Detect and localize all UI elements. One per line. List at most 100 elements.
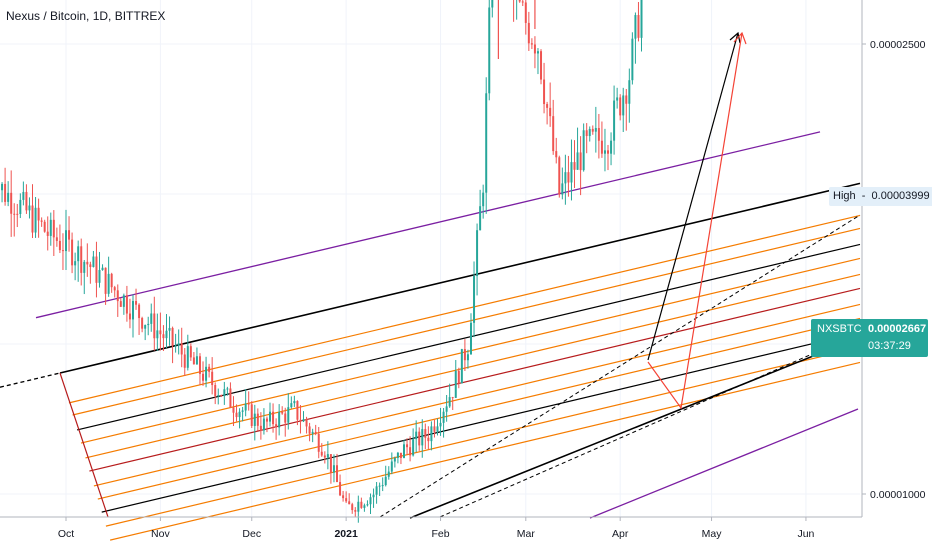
projection-arrow-up-head: [729, 31, 741, 44]
candle-body: [363, 505, 366, 508]
candle-body: [613, 100, 616, 141]
candle-body: [625, 95, 628, 104]
candle-body: [536, 51, 539, 54]
candle-body: [31, 205, 34, 233]
candle-body: [558, 157, 561, 195]
candle-body: [290, 403, 293, 408]
candle-body: [451, 397, 454, 399]
candle-body: [253, 413, 256, 426]
projection-arrow-alt: [647, 32, 743, 410]
candle-body: [68, 230, 71, 240]
candle-body: [128, 313, 131, 320]
candle-body: [518, 0, 521, 2]
candle-body: [634, 15, 637, 39]
candle-body: [250, 404, 253, 426]
last-price-symbol: NXSBTC: [817, 323, 862, 335]
candle-body: [174, 345, 177, 347]
candle-body: [616, 97, 619, 101]
candle-body: [573, 162, 576, 170]
projection-arrow-alt-head: [733, 31, 747, 45]
candle-body: [52, 219, 55, 238]
candle-body: [195, 356, 198, 365]
candle-body: [439, 422, 442, 427]
candle-body: [336, 465, 339, 482]
fan-inner-channel-line: [101, 331, 861, 513]
fan-inner-channel-line: [76, 243, 861, 431]
candle-body: [463, 349, 466, 361]
candle-body: [147, 323, 150, 326]
candle-body: [323, 455, 326, 458]
fan-line: [109, 361, 861, 541]
candle-body: [351, 504, 354, 511]
candle-body: [552, 116, 555, 152]
candle-body: [314, 431, 317, 434]
candle-body: [591, 128, 594, 132]
candle-body: [122, 295, 125, 307]
high-label-value: 0.00003999: [871, 190, 930, 202]
candle-body: [55, 237, 58, 241]
candle-body: [378, 485, 381, 487]
candle-body: [415, 431, 418, 440]
candle-body: [530, 43, 533, 45]
candle-body: [119, 301, 122, 307]
candle-body: [22, 191, 25, 200]
candle-body: [98, 270, 101, 283]
candle-body: [192, 357, 195, 365]
candle-body: [177, 343, 180, 346]
candle-body: [150, 313, 153, 324]
chart-title: Nexus / Bitcoin, 1D, BITTREX: [6, 9, 166, 23]
candle-body: [220, 395, 223, 397]
candle-body: [299, 419, 302, 422]
candle-body: [326, 454, 329, 458]
candle-body: [527, 22, 530, 44]
fan-line: [68, 214, 861, 404]
candle-body: [223, 389, 226, 397]
candle-body: [165, 330, 168, 339]
candle-body: [588, 128, 591, 137]
candle-body: [116, 290, 119, 302]
candle-body: [296, 401, 299, 420]
outer-upper-line: [35, 131, 821, 319]
candle-body: [311, 431, 314, 434]
high-label-separator: -: [858, 190, 869, 202]
candle-body: [278, 412, 281, 428]
candle-body: [284, 413, 287, 423]
median-line: [89, 287, 861, 472]
candle-body: [262, 418, 265, 431]
candle-body: [302, 419, 305, 422]
candle-body: [259, 425, 262, 431]
candle-body: [540, 51, 543, 80]
candle-body: [454, 370, 457, 398]
candle-body: [256, 413, 259, 426]
candle-body: [546, 104, 549, 108]
fan-line: [85, 273, 861, 459]
candle-body: [320, 451, 323, 456]
candle-body: [348, 501, 351, 505]
candle-body: [485, 93, 488, 193]
candle-body: [482, 192, 485, 207]
candle-body: [37, 207, 40, 221]
candle-body: [180, 343, 183, 355]
candle-body: [433, 426, 436, 432]
candle-body: [211, 371, 214, 386]
x-tick-label: May: [702, 528, 723, 540]
candle-body: [135, 301, 138, 305]
candle-body: [138, 304, 141, 319]
candle-body: [607, 150, 610, 154]
bar-countdown: 03:37:29: [868, 340, 911, 352]
candle-body: [28, 205, 31, 211]
candle-body: [555, 151, 558, 158]
candle-body: [287, 407, 290, 423]
candle-body: [110, 273, 113, 288]
candle-body: [269, 411, 272, 422]
high-label-text: High: [833, 190, 856, 202]
dashed-trend-line: [439, 332, 861, 518]
candle-body: [232, 407, 235, 413]
candle-body: [570, 162, 573, 183]
x-tick-label: Dec: [242, 528, 261, 540]
candle-body: [460, 349, 463, 384]
candle-body: [247, 403, 250, 405]
candle-body: [396, 452, 399, 458]
